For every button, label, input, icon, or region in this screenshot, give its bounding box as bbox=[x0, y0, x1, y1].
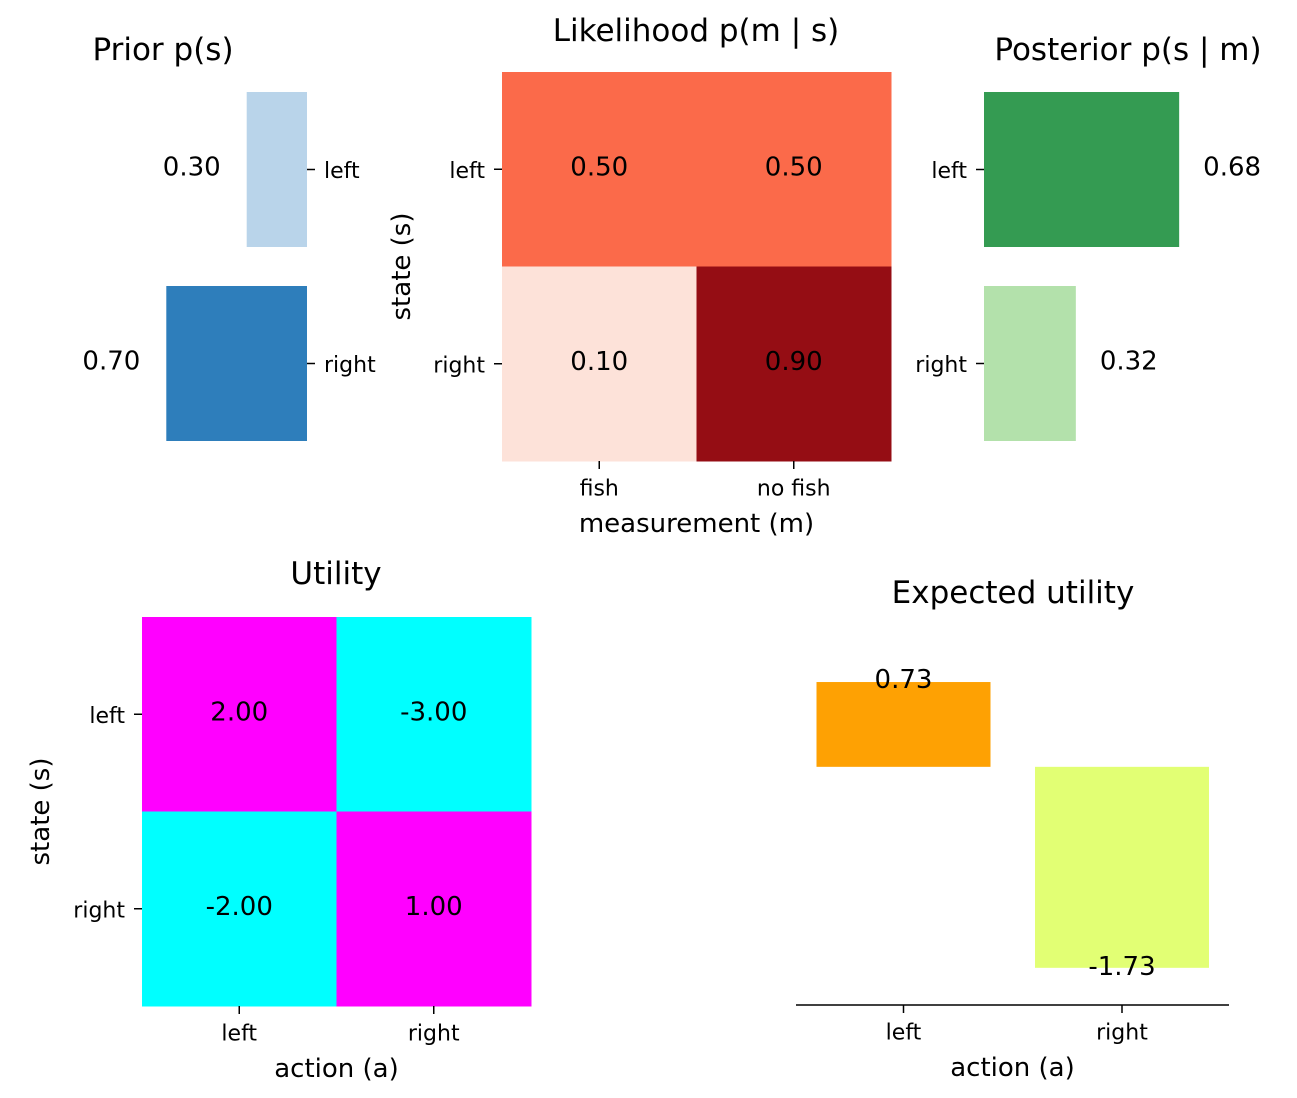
likelihood-ytick-label-left: left bbox=[449, 159, 485, 184]
utility-cell-label-right-right: 1.00 bbox=[405, 892, 463, 922]
expected-xlabel: action (a) bbox=[950, 1053, 1075, 1083]
likelihood-xlabel: measurement (m) bbox=[579, 509, 814, 539]
likelihood-cell-left-no-fish bbox=[696, 72, 892, 267]
utility-ytick-label-left: left bbox=[89, 704, 125, 729]
likelihood-cell-right-fish bbox=[502, 266, 697, 462]
likelihood-cell-right-no-fish bbox=[696, 266, 892, 462]
likelihood-cell-label-right-fish: 0.10 bbox=[570, 347, 628, 377]
expected-bar-left bbox=[816, 682, 991, 767]
utility-cell-right-right bbox=[336, 811, 532, 1007]
likelihood-cell-left-fish bbox=[502, 72, 697, 267]
posterior-bar-left bbox=[984, 92, 1180, 247]
utility-chart: Utility 2.00 -3.00 left -2.00 1.00 right left ri… bbox=[26, 556, 532, 1084]
posterior-bar-right bbox=[984, 286, 1076, 441]
posterior-tick-label-left: left bbox=[931, 159, 967, 184]
expected-xtick-label-right: right bbox=[1096, 1021, 1148, 1046]
utility-xlabel: action (a) bbox=[274, 1054, 399, 1084]
utility-cell-left-left bbox=[142, 617, 337, 812]
likelihood-ylabel: state (s) bbox=[387, 213, 417, 321]
utility-xtick-label-left: left bbox=[221, 1022, 257, 1047]
prior-tick-label-right: right bbox=[324, 353, 376, 378]
utility-cell-right-left bbox=[142, 811, 337, 1007]
prior-bar-left bbox=[246, 92, 307, 247]
posterior-tick-label-right: right bbox=[915, 353, 967, 378]
likelihood-xtick-label-fish: fish bbox=[580, 477, 619, 502]
prior-tick-label-left: left bbox=[324, 159, 360, 184]
utility-ylabel: state (s) bbox=[26, 758, 56, 866]
prior-chart: Prior p(s) left 0.30 right 0.70 bbox=[82, 32, 376, 441]
posterior-value-label-right: 0.32 bbox=[1100, 347, 1158, 377]
posterior-title: Posterior p(s | m) bbox=[994, 32, 1261, 68]
prior-title: Prior p(s) bbox=[92, 32, 233, 68]
likelihood-chart: Likelihood p(m | s) 0.50 0.50 left 0.10 0.90 r… bbox=[387, 13, 892, 539]
expected-bar-right bbox=[1035, 766, 1209, 968]
likelihood-cell-label-left-no-fish: 0.50 bbox=[765, 152, 823, 182]
utility-title: Utility bbox=[290, 556, 381, 592]
expected-value-label-left: 0.73 bbox=[875, 665, 933, 695]
utility-cell-label-right-left: -2.00 bbox=[206, 892, 273, 922]
prior-bar-right bbox=[166, 286, 307, 441]
utility-xtick-label-right: right bbox=[408, 1022, 460, 1047]
likelihood-cell-label-left-fish: 0.50 bbox=[570, 152, 628, 182]
utility-ytick-label-right: right bbox=[73, 898, 125, 923]
likelihood-cell-label-right-no-fish: 0.90 bbox=[765, 347, 823, 377]
expected-title: Expected utility bbox=[892, 575, 1135, 611]
expected-value-label-right: -1.73 bbox=[1088, 952, 1155, 982]
likelihood-title: Likelihood p(m | s) bbox=[553, 13, 840, 49]
prior-value-label-left: 0.30 bbox=[163, 153, 221, 183]
utility-cell-left-right bbox=[336, 617, 532, 812]
posterior-chart: Posterior p(s | m) left 0.68 right 0.32 bbox=[915, 32, 1262, 441]
utility-cell-label-left-right: -3.00 bbox=[400, 697, 467, 727]
posterior-value-label-left: 0.68 bbox=[1203, 153, 1261, 183]
likelihood-ytick-label-right: right bbox=[433, 353, 485, 378]
likelihood-xtick-label-no-fish: no fish bbox=[757, 477, 831, 502]
expected-chart: Expected utility 0.73 left -1.73 right action… bbox=[796, 575, 1229, 1083]
utility-cell-label-left-left: 2.00 bbox=[210, 697, 268, 727]
expected-xtick-label-left: left bbox=[886, 1021, 922, 1046]
prior-value-label-right: 0.70 bbox=[82, 347, 140, 377]
